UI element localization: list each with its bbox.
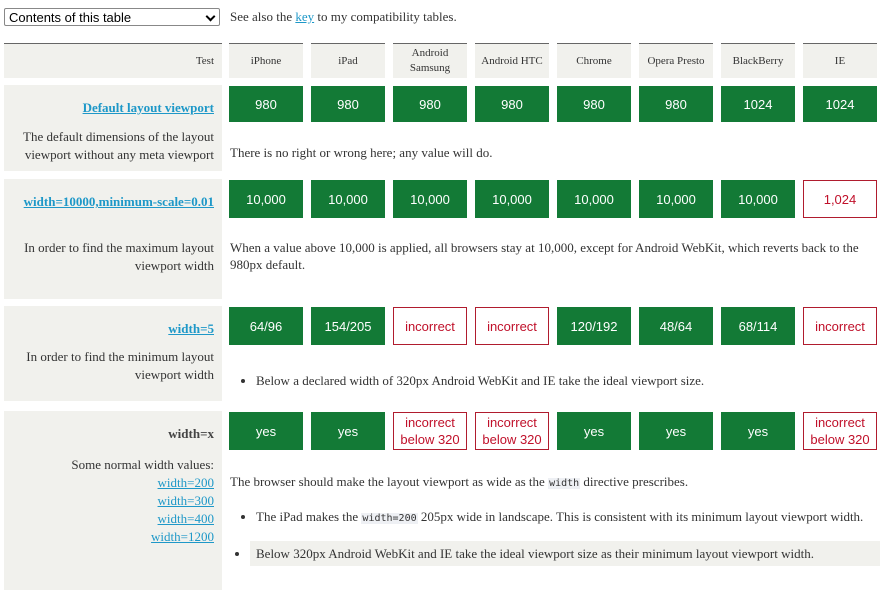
note-item: Below a declared width of 320px Android … — [256, 368, 880, 393]
contents-select[interactable]: Contents of this table — [4, 8, 220, 26]
result-cell: 1024 — [803, 86, 877, 122]
note-text: There is no right or wrong here; any val… — [230, 145, 493, 160]
test-title: width=x — [168, 426, 214, 441]
note-text: When a value above 10,000 is applied, al… — [230, 240, 859, 272]
test-panel: width=5 In order to find the minimum layo… — [4, 306, 222, 401]
see-also: See also the key to my compatibility tab… — [230, 9, 457, 25]
header-cell: iPad — [311, 43, 385, 78]
see-also-text: See also the — [230, 9, 296, 24]
result-cell: 10,000 — [721, 180, 795, 218]
header-cell: iPhone — [229, 43, 303, 78]
result-cell: 10,000 — [311, 180, 385, 218]
test-title[interactable]: Default layout viewport — [82, 100, 214, 115]
note-text: Below a declared width of 320px Android … — [256, 373, 705, 388]
result-cell: yes — [311, 412, 385, 450]
note-text: The iPad makes the — [256, 509, 362, 524]
result-cell: 980 — [475, 86, 549, 122]
note-paragraph: There is no right or wrong here; any val… — [230, 144, 880, 161]
description-text: The default dimensions of the layout vie… — [23, 129, 214, 162]
width-link[interactable]: width=400 — [157, 511, 214, 526]
width-link[interactable]: width=1200 — [151, 529, 214, 544]
test-title[interactable]: width=5 — [168, 321, 214, 336]
notes: Below a declared width of 320px Android … — [230, 368, 880, 403]
note-text: Below 320px Android WebKit and IE take t… — [256, 546, 814, 561]
note-list: The iPad makes the width=200 205px wide … — [230, 504, 880, 566]
result-cell: 10,000 — [393, 180, 467, 218]
test-description: Some normal width values: width=200 width=… — [2, 456, 214, 546]
test-description: The default dimensions of the layout vie… — [2, 128, 214, 164]
result-cell: 154/205 — [311, 307, 385, 345]
test-panel: Default layout viewport The default dimen… — [4, 85, 222, 171]
note-text: 205px wide in landscape. This is consist… — [417, 509, 864, 524]
result-cell: 1,024 — [803, 180, 877, 218]
result-cell: 120/192 — [557, 307, 631, 345]
result-cell: 980 — [557, 86, 631, 122]
test-description: In order to find the maximum layout view… — [2, 239, 214, 275]
width-link[interactable]: width=200 — [157, 475, 214, 490]
header-cell: Opera Presto — [639, 43, 713, 78]
note-text: directive prescribes. — [580, 474, 689, 489]
note-code: width=200 — [361, 513, 418, 524]
result-cell: incorrect — [393, 307, 467, 345]
result-cell: incorrect — [475, 307, 549, 345]
test-title[interactable]: width=10000,minimum-scale=0.01 — [23, 194, 214, 209]
header-cell: Test — [4, 43, 222, 78]
result-cell: 48/64 — [639, 307, 713, 345]
notes: The browser should make the layout viewp… — [230, 473, 880, 576]
see-also-text: to my compatibility tables. — [314, 9, 457, 24]
header-cell: BlackBerry — [721, 43, 795, 78]
result-cell: incorrect — [803, 307, 877, 345]
result-cell: 980 — [393, 86, 467, 122]
note-text: The browser should make the layout viewp… — [230, 474, 549, 489]
result-cell: 10,000 — [639, 180, 713, 218]
key-link[interactable]: key — [295, 9, 315, 24]
test-panel: width=x Some normal width values: width=20… — [4, 411, 222, 590]
test-description: In order to find the minimum layout view… — [2, 348, 214, 384]
note-item: The iPad makes the width=200 205px wide … — [256, 504, 880, 531]
result-cell: 10,000 — [229, 180, 303, 218]
result-cell: yes — [557, 412, 631, 450]
result-cell: 1024 — [721, 86, 795, 122]
note-paragraph: The browser should make the layout viewp… — [230, 473, 880, 492]
header-cell: Android Samsung — [393, 43, 467, 78]
result-cell: yes — [229, 412, 303, 450]
result-cell: 10,000 — [475, 180, 549, 218]
description-text: Some normal width values: — [71, 457, 214, 472]
description-text: In order to find the minimum layout view… — [26, 349, 214, 382]
notes: When a value above 10,000 is applied, al… — [230, 239, 880, 285]
note-code: width — [548, 478, 581, 489]
test-panel: width=10000,minimum-scale=0.01 In order t… — [4, 179, 222, 299]
result-cell: 64/96 — [229, 307, 303, 345]
note-list: Below a declared width of 320px Android … — [230, 368, 880, 393]
result-cell: 10,000 — [557, 180, 631, 218]
result-cell: 980 — [229, 86, 303, 122]
result-cell: yes — [639, 412, 713, 450]
header-cell: Chrome — [557, 43, 631, 78]
description-text: In order to find the maximum layout view… — [24, 240, 214, 273]
header-cell: Android HTC — [475, 43, 549, 78]
note-item: Below 320px Android WebKit and IE take t… — [250, 541, 880, 566]
width-link[interactable]: width=300 — [157, 493, 214, 508]
notes: There is no right or wrong here; any val… — [230, 144, 880, 173]
result-cell: 980 — [639, 86, 713, 122]
note-paragraph: When a value above 10,000 is applied, al… — [230, 239, 880, 273]
result-cell: 68/114 — [721, 307, 795, 345]
result-cell: incorrect below 320 — [393, 412, 467, 450]
result-cell: incorrect below 320 — [475, 412, 549, 450]
result-cell: 980 — [311, 86, 385, 122]
result-cell: incorrect below 320 — [803, 412, 877, 450]
result-cell: yes — [721, 412, 795, 450]
header-cell: IE — [803, 43, 877, 78]
